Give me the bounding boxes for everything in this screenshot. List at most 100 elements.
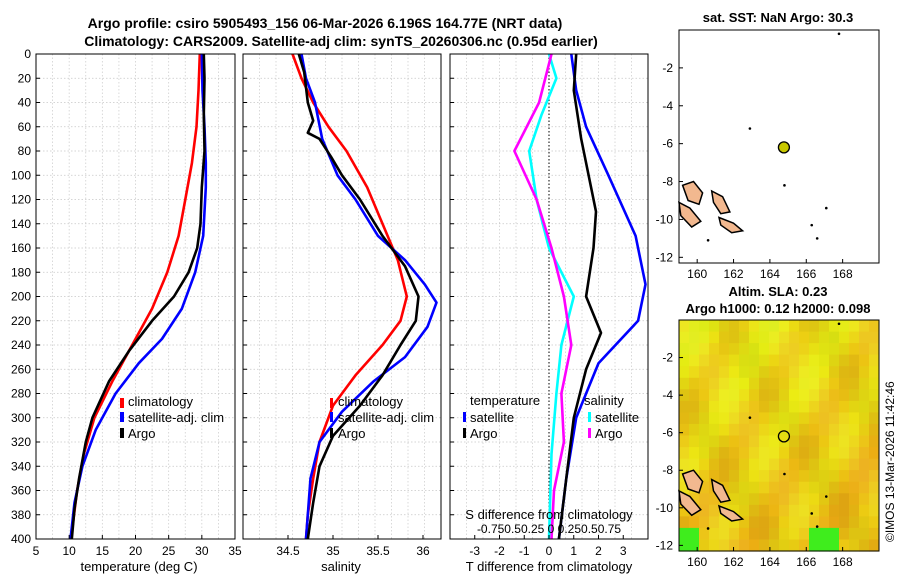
legend-climatology: climatology — [338, 394, 404, 409]
sla-cell — [769, 435, 780, 448]
sla-cell — [689, 354, 700, 367]
sla-cell — [839, 320, 850, 333]
sla-cell — [789, 412, 800, 425]
y-tick-label: 360 — [11, 484, 31, 498]
sla-cell — [769, 366, 780, 379]
small-island — [748, 127, 752, 130]
sla-cell — [679, 389, 690, 402]
sla-cell — [779, 470, 790, 483]
sla-cell — [869, 504, 880, 517]
sla-cell — [729, 423, 740, 436]
sla-cell — [829, 400, 840, 413]
sla-cell — [679, 504, 690, 517]
sla-cell — [719, 354, 730, 367]
sla-cell — [789, 527, 800, 540]
legend-argo: Argo — [338, 426, 365, 441]
sla-cell — [679, 377, 690, 390]
small-island — [810, 512, 814, 515]
sla-cell — [769, 447, 780, 460]
sla-cell — [829, 389, 840, 402]
legend-satellite: satellite-adj. clim — [338, 410, 434, 425]
sla-cell — [709, 412, 720, 425]
sla-cell — [729, 470, 740, 483]
small-island — [706, 527, 710, 530]
sla-cell — [719, 516, 730, 529]
sla-cell — [799, 423, 810, 436]
sla-cell — [799, 354, 810, 367]
small-island — [783, 472, 786, 476]
sla-cell — [869, 493, 880, 506]
x-tick-label: -1 — [519, 544, 530, 558]
sla-cell — [749, 377, 760, 390]
sla-cell — [789, 447, 800, 460]
sla-cell — [679, 354, 690, 367]
s-difference-ticks: -0.750.50.25 0 0.250.50.75 — [477, 522, 621, 536]
sla-cell — [829, 366, 840, 379]
sla-cell — [849, 354, 860, 367]
y-tick-label: -6 — [662, 426, 673, 440]
sla-cell — [829, 539, 840, 552]
sla-cell — [829, 331, 840, 344]
sla-cell — [869, 539, 880, 552]
x-tick-label: 162 — [724, 555, 744, 569]
sla-cell — [829, 481, 840, 494]
sla-cell — [729, 447, 740, 460]
sla-cell — [689, 343, 700, 356]
sla-cell — [849, 481, 860, 494]
sla-cell — [859, 481, 870, 494]
sla-cell — [679, 412, 690, 425]
y-tick-label: 20 — [18, 71, 32, 85]
sla-cell — [689, 516, 700, 529]
sla-cell — [689, 458, 700, 471]
x-tick-label: -2 — [494, 544, 505, 558]
sla-cell — [719, 447, 730, 460]
sla-cell — [699, 493, 710, 506]
sla-cell — [859, 527, 870, 540]
sla-cell — [699, 377, 710, 390]
sla-cell — [699, 354, 710, 367]
sla-cell — [859, 343, 870, 356]
sla-cell — [749, 354, 760, 367]
sla-cell — [759, 539, 770, 552]
sla-cell — [859, 389, 870, 402]
sla-cell — [819, 470, 830, 483]
sla-cell — [829, 516, 840, 529]
sla-cell — [729, 366, 740, 379]
y-tick-label: 340 — [11, 459, 31, 473]
sla-cell — [759, 504, 770, 517]
sla-cell — [739, 539, 750, 552]
x-tick-label: 25 — [162, 544, 176, 558]
sla-cell — [839, 527, 850, 540]
sla-cell — [719, 539, 730, 552]
sla-cell — [689, 539, 700, 552]
sla-cell — [789, 343, 800, 356]
sla-cell — [839, 470, 850, 483]
sla-cell — [789, 504, 800, 517]
x-tick-label: -3 — [469, 544, 480, 558]
sla-cell — [819, 516, 830, 529]
sla-cell — [859, 400, 870, 413]
sla-cell — [699, 331, 710, 344]
sla-cell — [809, 354, 820, 367]
sla-cell — [839, 481, 850, 494]
sla-cell — [759, 527, 770, 540]
sla-cell — [759, 470, 770, 483]
small-island — [824, 206, 828, 210]
sla-cell — [699, 435, 710, 448]
x-tick-label: 160 — [687, 555, 707, 569]
series-t-satellite — [557, 53, 647, 540]
sla-cell — [729, 481, 740, 494]
temperature-xlabel: temperature (deg C) — [80, 559, 197, 574]
sla-cell — [819, 435, 830, 448]
difference-legend: temperature salinity satellite Argo sate… — [463, 393, 639, 441]
sla-cell — [779, 400, 790, 413]
sla-cell — [769, 412, 780, 425]
salinity-xlabel: salinity — [321, 559, 361, 574]
sla-cell — [809, 377, 820, 390]
sla-cell — [829, 493, 840, 506]
sla-cell — [799, 389, 810, 402]
sla-cell — [769, 354, 780, 367]
sla-cell — [809, 389, 820, 402]
sla-cell — [789, 481, 800, 494]
sla-cell — [719, 400, 730, 413]
